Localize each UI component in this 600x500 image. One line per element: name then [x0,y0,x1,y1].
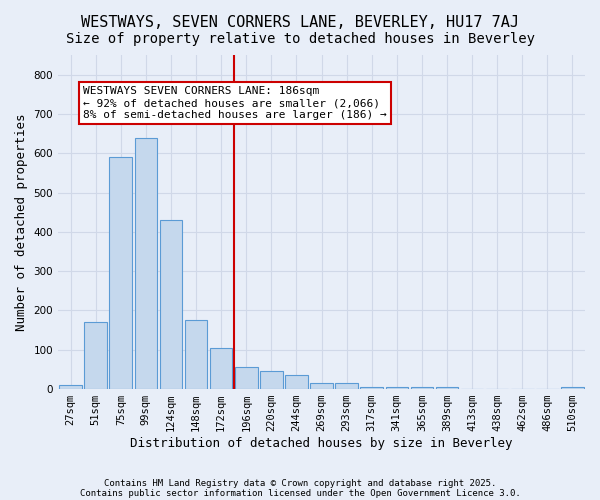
Bar [335,383,358,389]
Bar [410,387,433,389]
Bar [361,387,383,389]
Bar [310,383,333,389]
Bar [210,348,232,389]
Bar [160,220,182,389]
Bar [59,385,82,389]
Bar [109,157,132,389]
Bar [260,372,283,389]
Text: Contains public sector information licensed under the Open Government Licence 3.: Contains public sector information licen… [80,488,520,498]
Text: WESTWAYS, SEVEN CORNERS LANE, BEVERLEY, HU17 7AJ: WESTWAYS, SEVEN CORNERS LANE, BEVERLEY, … [81,15,519,30]
Text: Contains HM Land Registry data © Crown copyright and database right 2025.: Contains HM Land Registry data © Crown c… [104,478,496,488]
Text: WESTWAYS SEVEN CORNERS LANE: 186sqm
← 92% of detached houses are smaller (2,066): WESTWAYS SEVEN CORNERS LANE: 186sqm ← 92… [83,86,387,120]
Bar [436,387,458,389]
Bar [85,322,107,389]
X-axis label: Distribution of detached houses by size in Beverley: Distribution of detached houses by size … [130,437,513,450]
Text: Size of property relative to detached houses in Beverley: Size of property relative to detached ho… [65,32,535,46]
Bar [134,138,157,389]
Bar [561,387,584,389]
Bar [386,387,408,389]
Bar [235,368,257,389]
Bar [185,320,208,389]
Y-axis label: Number of detached properties: Number of detached properties [15,114,28,331]
Bar [285,376,308,389]
